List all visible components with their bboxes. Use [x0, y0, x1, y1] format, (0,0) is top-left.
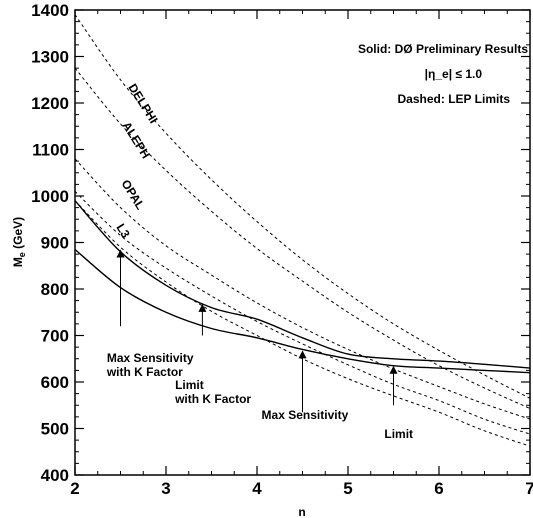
annotation-arrowhead: [298, 350, 307, 359]
annotation-text: Limit: [384, 427, 413, 441]
x-tick-label: 3: [161, 479, 170, 498]
series-line-unlabeled-4: [74, 200, 531, 447]
y-axis-label: Me (GeV): [11, 217, 27, 267]
y-tick-label: 1100: [32, 141, 69, 160]
series-line-opal: [74, 158, 531, 420]
info-line-2: |η_e| ≤ 1.0: [425, 67, 483, 81]
y-tick-label: 900: [41, 234, 69, 253]
curve-label-aleph: ALEPH: [119, 119, 152, 161]
y-tick-label: 600: [41, 373, 69, 392]
y-tick-label: 1000: [31, 187, 69, 206]
y-tick-label: 1200: [31, 94, 69, 113]
annotation-arrowhead: [116, 249, 125, 258]
y-tick-label: 500: [41, 420, 69, 439]
ticks-layer: 2 3 4 5 6 7 400 500 600 700 800 900 1000 1100 1200 1300…: [31, 1, 533, 498]
annotation-text: Max Sensitivity: [107, 351, 194, 365]
curve-label-opal: OPAL: [118, 177, 147, 212]
annotation-text: with K Factor: [106, 365, 183, 379]
x-tick-label: 7: [525, 479, 533, 498]
annotation-text: Max Sensitivity: [262, 408, 349, 422]
series-line-aleph: [74, 67, 531, 409]
y-tick-label: 400: [41, 466, 69, 485]
info-line-1: Solid: DØ Preliminary Results: [358, 42, 528, 56]
series-line-limit-with-k-factor: [74, 200, 531, 369]
annotation-text: with K Factor: [174, 392, 251, 406]
x-tick-label: 2: [70, 479, 79, 498]
info-line-3: Dashed: LEP Limits: [398, 92, 511, 106]
annotation-text: Limit: [175, 378, 204, 392]
series-layer: [74, 14, 531, 447]
annotation-arrowhead: [389, 365, 398, 374]
annotation-arrowhead: [198, 303, 207, 312]
y-tick-label: 800: [41, 280, 69, 299]
x-tick-label: 4: [252, 479, 262, 498]
series-line-l3: [74, 191, 531, 435]
y-tick-label: 1300: [31, 48, 69, 67]
curve-label-l3: L3: [113, 221, 132, 241]
y-tick-label: 1400: [31, 1, 69, 20]
y-tick-label: 700: [41, 327, 69, 346]
x-tick-label: 6: [434, 479, 443, 498]
series-line-delphi: [74, 14, 531, 399]
series-line-limit: [74, 248, 531, 374]
x-tick-label: 5: [343, 479, 352, 498]
info-box: Solid: DØ Preliminary Results |η_e| ≤ 1.…: [358, 42, 528, 106]
x-axis-label: n: [298, 505, 305, 518]
